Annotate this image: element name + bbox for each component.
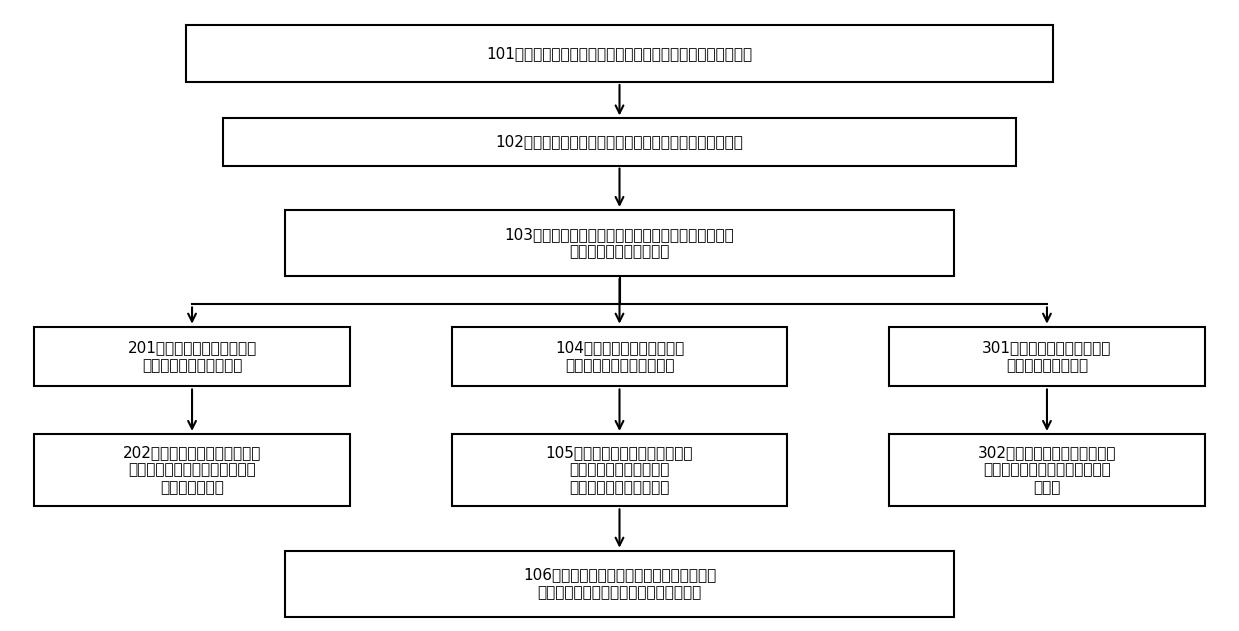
Bar — [223, 119, 1016, 165]
Text: 202接收阀门动作时间信号，并
根据阀门动作时间信号控制电机
保持或转换状态: 202接收阀门动作时间信号，并 根据阀门动作时间信号控制电机 保持或转换状态 — [123, 445, 261, 495]
Bar — [33, 434, 349, 506]
Text: 302接收电机电流信号，并根据
电机电流信号控制电机保持或转
换状态: 302接收电机电流信号，并根据 电机电流信号控制电机保持或转 换状态 — [978, 445, 1116, 495]
Bar — [285, 209, 954, 276]
Text: 106根据设定的时间信号控制电机保持其转换
后的状态后，再进一步控制电机转换状态: 106根据设定的时间信号控制电机保持其转换 后的状态后，再进一步控制电机转换状态 — [523, 567, 716, 600]
Text: 101接收外部动作命令，并根据外部动作命令控制电机状态转换: 101接收外部动作命令，并根据外部动作命令控制电机状态转换 — [487, 46, 752, 61]
Text: 103接收串口状态检测信号，并根据串口状态检测信号
控制电机保持或转换状态: 103接收串口状态检测信号，并根据串口状态检测信号 控制电机保持或转换状态 — [504, 227, 735, 259]
Bar — [285, 550, 954, 617]
Text: 102持续检测水表通信串口状态，并输出串口状态检测信号: 102持续检测水表通信串口状态，并输出串口状态检测信号 — [496, 134, 743, 150]
Text: 105接收阀门到位状态监控信号，
并根据阀门状态监控信号
控制电机保持或转换状态: 105接收阀门到位状态监控信号， 并根据阀门状态监控信号 控制电机保持或转换状态 — [545, 445, 694, 495]
Bar — [452, 434, 787, 506]
Bar — [186, 25, 1053, 82]
Bar — [890, 434, 1204, 506]
Bar — [452, 326, 787, 386]
Bar — [33, 326, 349, 386]
Text: 201持续监控阀门动作时间，
并输出阀门动作时间信号: 201持续监控阀门动作时间， 并输出阀门动作时间信号 — [128, 340, 256, 373]
Text: 104持续监控阀门到位状态并
输出阀门到位状态监控信号: 104持续监控阀门到位状态并 输出阀门到位状态监控信号 — [555, 340, 684, 373]
Text: 301持续监控电机电流信号，
并输出电机电流信号: 301持续监控电机电流信号， 并输出电机电流信号 — [983, 340, 1111, 373]
Bar — [890, 326, 1204, 386]
